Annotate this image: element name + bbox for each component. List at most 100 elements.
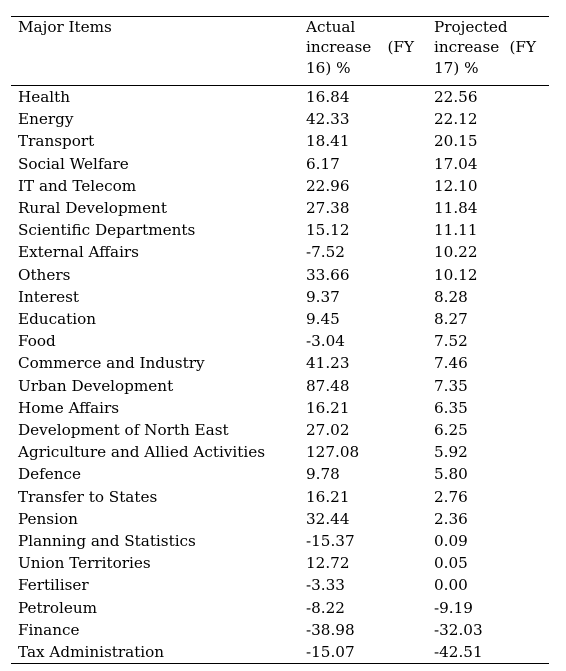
actual-increase-cell: 6.17	[306, 154, 340, 173]
projected-increase-cell: 5.92	[434, 443, 468, 462]
table-row: Union Territories 12.72 0.05	[11, 552, 549, 574]
table-row: Pension 32.44 2.36	[11, 508, 549, 530]
actual-increase-cell: 9.78	[306, 465, 340, 484]
table-row: Home Affairs 16.21 6.35	[11, 397, 549, 419]
projected-increase-cell: 0.00	[434, 576, 468, 595]
header-row: Major Items Actual increase (FY 16) % Pr…	[11, 16, 549, 86]
projected-increase-cell: 5.80	[434, 465, 468, 484]
projected-increase-cell: 22.56	[434, 88, 478, 106]
item-cell: Agriculture and Allied Activities	[18, 443, 265, 462]
item-cell: Finance	[18, 620, 80, 639]
actual-increase-cell: 27.02	[306, 421, 350, 440]
projected-increase-cell: 0.05	[434, 554, 468, 573]
projected-increase-cell: 7.52	[434, 332, 468, 351]
projected-increase-cell: 10.12	[434, 265, 478, 284]
projected-increase-cell: -42.51	[434, 643, 483, 662]
projected-increase-cell: 10.22	[434, 243, 478, 262]
actual-increase-cell: 16.21	[306, 398, 350, 417]
actual-increase-cell: 42.33	[306, 110, 350, 129]
item-cell: Union Territories	[18, 554, 151, 573]
table-row: Commerce and Industry 41.23 7.46	[11, 352, 549, 374]
item-cell: Health	[18, 88, 71, 106]
projected-increase-cell: 11.11	[434, 221, 478, 240]
table-row: Defence 9.78 5.80	[11, 463, 549, 485]
table-row: Education 9.45 8.27	[11, 308, 549, 330]
projected-increase-cell: 20.15	[434, 132, 478, 151]
projected-increase-cell: 0.09	[434, 532, 468, 551]
item-cell: Pension	[18, 509, 78, 528]
actual-increase-cell: 41.23	[306, 354, 350, 373]
table-row: Agriculture and Allied Activities 127.08 5…	[11, 441, 549, 463]
table-row: External Affairs -7.52 10.22	[11, 241, 549, 263]
table-row: Transport 18.41 20.15	[11, 130, 549, 152]
actual-increase-cell: -15.07	[306, 643, 355, 662]
header-major-items: Major Items	[18, 18, 112, 36]
projected-increase-cell: 6.25	[434, 421, 468, 440]
projected-increase-cell: 11.84	[434, 199, 478, 218]
actual-increase-cell: -7.52	[306, 243, 345, 262]
item-cell: Transport	[18, 132, 95, 151]
item-cell: Rural Development	[18, 199, 167, 218]
actual-increase-cell: -3.33	[306, 576, 345, 595]
actual-increase-cell: 87.48	[306, 376, 350, 395]
actual-increase-cell: 33.66	[306, 265, 350, 284]
projected-increase-cell: 8.28	[434, 287, 468, 306]
table-row: IT and Telecom 22.96 12.10	[11, 175, 549, 197]
item-cell: IT and Telecom	[18, 176, 137, 195]
actual-increase-cell: 18.41	[306, 132, 350, 151]
actual-increase-cell: 22.96	[306, 176, 350, 195]
item-cell: Planning and Statistics	[18, 532, 196, 551]
item-cell: Home Affairs	[18, 398, 120, 417]
table-row: Others 33.66 10.12	[11, 264, 549, 286]
table-row: Scientific Departments 15.12 11.11	[11, 219, 549, 241]
projected-increase-cell: -9.19	[434, 598, 473, 617]
table-row: Rural Development 27.38 11.84	[11, 197, 549, 219]
table-row: Petroleum -8.22 -9.19	[11, 597, 549, 619]
actual-increase-cell: 15.12	[306, 221, 350, 240]
budget-increase-table-container: Major Items Actual increase (FY 16) % Pr…	[11, 16, 549, 664]
item-cell: Urban Development	[18, 376, 174, 395]
actual-increase-cell: 16.21	[306, 487, 350, 506]
table-row: Development of North East 27.02 6.25	[11, 419, 549, 441]
item-cell: Social Welfare	[18, 154, 129, 173]
actual-increase-cell: -8.22	[306, 598, 345, 617]
projected-increase-cell: 2.76	[434, 487, 468, 506]
projected-increase-cell: 7.46	[434, 354, 468, 373]
item-cell: Energy	[18, 110, 74, 129]
table-row: Fertiliser -3.33 0.00	[11, 574, 549, 596]
actual-increase-cell: -3.04	[306, 332, 345, 351]
actual-increase-cell: 32.44	[306, 509, 350, 528]
actual-increase-cell: 12.72	[306, 554, 350, 573]
projected-increase-cell: 7.35	[434, 376, 468, 395]
projected-increase-cell: 8.27	[434, 310, 468, 329]
item-cell: Defence	[18, 465, 82, 484]
budget-increase-table: Major Items Actual increase (FY 16) % Pr…	[11, 16, 549, 664]
item-cell: Interest	[18, 287, 80, 306]
item-cell: Commerce and Industry	[18, 354, 205, 373]
item-cell: Food	[18, 332, 56, 351]
table-row: Interest 9.37 8.28	[11, 286, 549, 308]
actual-increase-cell: 16.84	[306, 88, 350, 106]
projected-increase-cell: 12.10	[434, 176, 478, 195]
table-row: Social Welfare 6.17 17.04	[11, 153, 549, 175]
header-projected-increase: Projected increase (FY 17) %	[434, 18, 536, 77]
item-cell: External Affairs	[18, 243, 139, 262]
actual-increase-cell: 9.37	[306, 287, 340, 306]
table-row: Transfer to States 16.21 2.76	[11, 486, 549, 508]
item-cell: Transfer to States	[18, 487, 158, 506]
actual-increase-cell: -38.98	[306, 620, 355, 639]
item-cell: Petroleum	[18, 598, 98, 617]
header-actual-increase: Actual increase (FY 16) %	[306, 18, 414, 77]
item-cell: Development of North East	[18, 421, 229, 440]
item-cell: Education	[18, 310, 97, 329]
actual-increase-cell: -15.37	[306, 532, 355, 551]
table-row: Finance -38.98 -32.03	[11, 619, 549, 641]
item-cell: Tax Administration	[18, 643, 165, 662]
projected-increase-cell: 2.36	[434, 509, 468, 528]
table-header: Major Items Actual increase (FY 16) % Pr…	[11, 16, 549, 86]
actual-increase-cell: 9.45	[306, 310, 340, 329]
table-row: Tax Administration -15.07 -42.51	[11, 641, 549, 664]
item-cell: Scientific Departments	[18, 221, 196, 240]
table-row: Urban Development 87.48 7.35	[11, 375, 549, 397]
projected-increase-cell: 6.35	[434, 398, 468, 417]
